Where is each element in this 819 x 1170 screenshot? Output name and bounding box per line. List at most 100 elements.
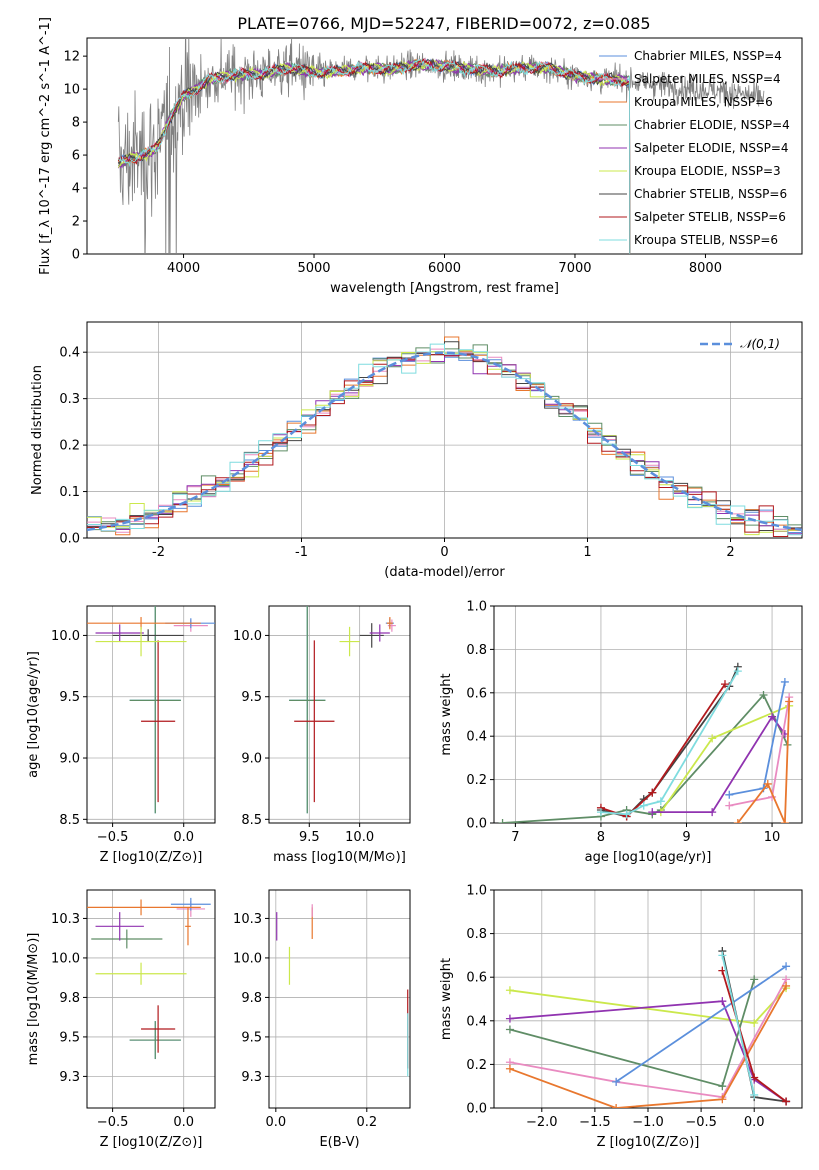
legend-label: Kroupa STELIB, NSSP=6: [634, 233, 778, 247]
spectrum-ytick-label: 10: [63, 83, 80, 98]
weight_vs_Z-ytick-label: 0.6: [466, 971, 487, 986]
weight-series-line: [652, 715, 786, 813]
weight_vs_Z-panel: −2.0 −1.5 −1.0 −0.5 0.0 0.0 0.2 0.4 0.6 0.8 1.0 Z […: [439, 884, 803, 1150]
mass_vs_Z-ytick-label: 10.3: [51, 912, 80, 927]
weight-point-marker: [708, 808, 717, 817]
weight-point-marker: [596, 808, 605, 817]
weight_vs_age-xlabel: age [log10(age/yr)]: [585, 850, 712, 865]
mass_vs_ebv-frame: [268, 889, 411, 1109]
spectrum-legend: Chabrier MILES, NSSP=4 Salpeter MILES, NS…: [599, 49, 790, 247]
spectrum-xtick-label: 8000: [689, 261, 722, 276]
mass_vs_Z-panel: −0.5 0.0 9.3 9.5 9.8 10.0 10.3 Z [log10(Z/Z⊙)] m…: [26, 889, 216, 1150]
residuals-xtick-label: 1: [583, 545, 591, 560]
spectrum-ylabel: Flux [f_λ 10^-17 erg cm^-2 s^-1 A^-1]: [38, 17, 53, 275]
residuals-plot-area: [87, 336, 802, 537]
weight_vs_Z-plot-area: [505, 947, 791, 1108]
mass_vs_Z-xlabel: Z [log10(Z/Z⊙)]: [100, 1135, 203, 1150]
residuals-ytick-label: 0.2: [59, 439, 80, 454]
mass_vs_ebv-ytick-label: 9.8: [241, 991, 262, 1006]
weight_vs_Z-xtick-label: −1.5: [579, 1115, 611, 1130]
spectrum-xlabel: wavelength [Angstrom, rest frame]: [330, 281, 559, 296]
weight-series-line: [729, 681, 786, 796]
residuals-xtick-label: -2: [152, 545, 165, 560]
residual-legend-label: 𝒩(0,1): [740, 337, 780, 351]
weight-point-marker: [782, 962, 791, 971]
weight_vs_Z-ytick-label: 0.0: [466, 1102, 487, 1117]
age_vs_mass-xlabel: mass [log10(M/M⊙)]: [273, 850, 406, 865]
mass_vs_Z-xtick-label: 0.0: [173, 1115, 194, 1130]
weight_vs_Z-ytick-label: 0.8: [466, 927, 487, 942]
spectrum-xtick-label: 6000: [428, 261, 461, 276]
weight_vs_Z-xtick-label: −1.0: [632, 1115, 664, 1130]
mass_vs_ebv-ytick-label: 9.3: [241, 1070, 262, 1085]
residual-histogram: [87, 349, 802, 535]
residuals-xlabel: (data-model)/error: [384, 565, 505, 580]
residuals-ytick-label: 0.1: [59, 485, 80, 500]
weight-point-marker: [708, 734, 717, 743]
weight-series-line: [721, 955, 756, 1096]
residuals-ytick-label: 0.3: [59, 392, 80, 407]
spectrum-xtick-label: 5000: [297, 261, 330, 276]
age_vs_Z-ytick-label: 9.0: [59, 752, 80, 767]
weight-point-marker: [505, 1025, 514, 1034]
legend-label: Salpeter MILES, NSSP=4: [634, 72, 781, 86]
weight-point-marker: [750, 1018, 759, 1027]
weight-point-marker: [733, 819, 742, 823]
mass_vs_Z-ytick-label: 9.8: [59, 991, 80, 1006]
weight_vs_age-xtick-label: 9: [682, 830, 690, 845]
weight-point-marker: [782, 981, 791, 990]
weight-point-marker: [648, 808, 657, 817]
residuals-panel: -2 -1 0 1 2 0.0 0.1 0.2 0.3 0.4 (data-model)/error…: [30, 321, 803, 580]
age_vs_mass-frame: [268, 605, 411, 824]
weight-series-line: [600, 683, 726, 818]
age_vs_Z-plot-area: [87, 606, 215, 814]
weight_vs_Z-ylabel: mass weight: [439, 958, 454, 1040]
spectrum-ytick-label: 2: [72, 215, 80, 230]
weight-series-line: [737, 701, 791, 823]
weight_vs_Z-ytick-label: 0.4: [466, 1014, 487, 1029]
age_vs_mass-ytick-label: 9.5: [241, 690, 262, 705]
weight_vs_age-xtick-label: 8: [597, 830, 605, 845]
residuals-xtick-label: -1: [295, 545, 308, 560]
legend-label: Salpeter STELIB, NSSP=6: [634, 210, 786, 224]
weight_vs_age-xtick-label: 10: [764, 830, 781, 845]
spectrum-model-line: [117, 57, 631, 254]
age_vs_mass-ytick-label: 9.0: [241, 752, 262, 767]
mass_vs_Z-frame: [86, 889, 216, 1109]
mass_vs_Z-ytick-label: 9.5: [59, 1030, 80, 1045]
residuals-ytick-label: 0.4: [59, 346, 80, 361]
weight-series-line: [615, 965, 787, 1083]
spectrum-model-line: [117, 58, 631, 254]
weight-point-marker: [718, 1082, 727, 1091]
weight-point-marker: [750, 1090, 759, 1099]
weight_vs_age-ytick-label: 1.0: [466, 600, 487, 615]
weight-point-marker: [622, 810, 631, 819]
age_vs_Z-xtick-label: 0.0: [173, 830, 194, 845]
age_vs_Z-panel: −0.5 0.0 8.5 9.0 9.5 10.0 Z [log10(Z/Z⊙)] age […: [26, 605, 216, 865]
weight-point-marker: [718, 1095, 727, 1104]
legend-label: Salpeter ELODIE, NSSP=4: [634, 141, 789, 155]
weight_vs_age-frame: [493, 605, 803, 824]
weight_vs_Z-ytick-label: 0.2: [466, 1058, 487, 1073]
mass_vs_Z-ylabel: mass [log10(M/M⊙)]: [26, 933, 41, 1066]
age_vs_mass-plot-area: [289, 606, 396, 814]
spectrum-ytick-label: 6: [72, 149, 80, 164]
weight_vs_age-panel: 7 8 9 10 0.0 0.2 0.4 0.6 0.8 1.0 age [log10(age/yr…: [439, 600, 803, 865]
weight-point-marker: [505, 986, 514, 995]
weight-point-marker: [505, 1014, 514, 1023]
age_vs_mass-panel: 9.5 10.0 8.5 9.0 9.5 10.0 mass [log10(M/M⊙)]: [233, 605, 411, 865]
weight_vs_Z-xtick-label: 0.0: [744, 1115, 765, 1130]
residuals-xtick-label: 0: [440, 545, 448, 560]
age_vs_Z-frame: [86, 605, 216, 824]
age_vs_Z-xtick-label: −0.5: [97, 830, 129, 845]
weight-point-marker: [656, 797, 665, 806]
weight_vs_age-ytick-label: 0.6: [466, 686, 487, 701]
weight_vs_age-ytick-label: 0.2: [466, 773, 487, 788]
age_vs_mass-ytick-label: 8.5: [241, 813, 262, 828]
weight_vs_age-xtick-label: 7: [511, 830, 519, 845]
weight-point-marker: [498, 819, 507, 823]
mass_vs_ebv-plot-area: [276, 904, 409, 1077]
weight-point-marker: [785, 697, 794, 706]
weight-point-marker: [768, 712, 777, 721]
spectrum-ytick-label: 12: [63, 50, 80, 65]
